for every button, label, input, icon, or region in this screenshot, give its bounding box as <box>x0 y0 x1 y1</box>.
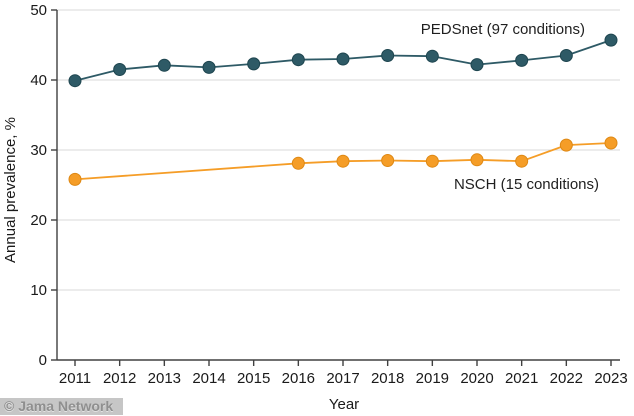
axes <box>56 10 620 361</box>
y-tick-label: 40 <box>30 72 47 89</box>
data-point <box>291 156 305 170</box>
y-tick-label: 10 <box>30 282 47 299</box>
x-tick-label: 2018 <box>371 370 404 387</box>
x-tick-label: 2015 <box>237 370 270 387</box>
x-tick-label: 2021 <box>505 370 538 387</box>
data-point <box>157 58 171 72</box>
y-axis-ticks: 0 10 20 30 40 50 <box>30 2 57 369</box>
data-point <box>470 153 484 167</box>
x-tick-label: 2012 <box>103 370 136 387</box>
data-point <box>559 49 573 62</box>
nsch-series-label: NSCH (15 conditions) <box>454 176 599 193</box>
y-tick-label: 50 <box>30 2 47 19</box>
data-point <box>604 33 618 47</box>
x-axis-ticks: 2011 2012 2013 2014 2015 2016 2017 2018 2019 2020… <box>59 360 628 387</box>
data-point <box>291 53 305 67</box>
data-point <box>559 138 573 152</box>
data-point <box>68 74 82 88</box>
data-point <box>604 136 618 150</box>
x-tick-label: 2019 <box>416 370 449 387</box>
data-point <box>381 154 395 167</box>
y-tick-label: 30 <box>30 142 47 159</box>
x-tick-label: 2013 <box>148 370 181 387</box>
pedsnet-series-label: PEDSnet (97 conditions) <box>421 21 585 38</box>
y-tick-label: 0 <box>39 352 47 369</box>
data-point <box>425 154 439 168</box>
data-point <box>470 58 484 72</box>
x-tick-label: 2020 <box>460 370 493 387</box>
data-point <box>247 57 261 71</box>
data-point <box>113 63 127 76</box>
data-point <box>515 53 529 67</box>
gridlines <box>57 9 620 291</box>
data-point <box>336 154 350 168</box>
jama-network-watermark: © Jama Network <box>0 398 124 415</box>
data-point <box>68 172 82 186</box>
data-point <box>202 60 216 74</box>
y-axis-title: Annual prevalence, % <box>2 117 19 263</box>
x-tick-label: 2016 <box>282 370 315 387</box>
y-tick-label: 20 <box>30 212 47 229</box>
x-tick-label: 2014 <box>192 370 225 387</box>
x-tick-label: 2022 <box>550 370 583 387</box>
x-tick-label: 2023 <box>594 370 627 387</box>
data-point <box>381 49 395 62</box>
x-tick-label: 2017 <box>326 370 359 387</box>
data-series <box>68 33 618 186</box>
data-point <box>425 49 439 63</box>
x-tick-label: 2011 <box>59 370 91 387</box>
data-point <box>336 52 350 66</box>
data-point <box>515 154 529 168</box>
x-axis-title: Year <box>329 396 359 413</box>
